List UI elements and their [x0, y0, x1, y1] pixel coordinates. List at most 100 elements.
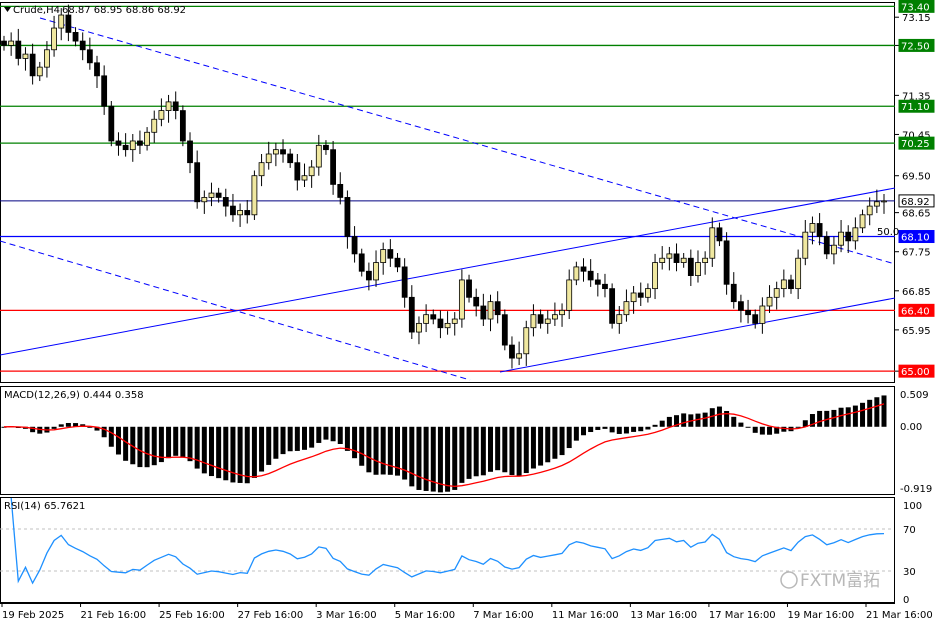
- time-tick-label: 19 Feb 2025: [2, 610, 64, 621]
- candle-body: [559, 309, 565, 316]
- macd-bar: [566, 426, 572, 449]
- macd-bar: [638, 426, 644, 432]
- candle-body: [215, 192, 222, 198]
- rsi-tick: 100: [903, 501, 922, 512]
- candle-body: [759, 305, 766, 324]
- candle-body: [408, 296, 415, 333]
- candle-body: [194, 162, 201, 203]
- level-tag-label: 73.40: [901, 2, 930, 13]
- candle-body: [280, 149, 286, 155]
- macd-tick: -0.919: [900, 484, 932, 495]
- candle-body: [387, 249, 394, 259]
- watermark-text: FXTM富拓: [800, 571, 880, 591]
- candle-body: [72, 32, 79, 42]
- candle-body: [509, 344, 515, 359]
- candle-body: [695, 262, 701, 277]
- macd-bar: [344, 426, 350, 451]
- candle-body: [394, 257, 401, 268]
- macd-bar: [867, 399, 873, 427]
- time-tick-label: 3 Mar 16:00: [316, 610, 376, 621]
- candle-body: [745, 309, 751, 316]
- macd-bar: [151, 426, 157, 466]
- macd-bar: [387, 426, 393, 475]
- macd-bar: [294, 426, 300, 451]
- price-tick-label: 69.50: [902, 172, 931, 183]
- candle-body: [602, 283, 608, 290]
- candle-body: [158, 110, 165, 120]
- symbol-label: Crude,H4: [13, 5, 60, 16]
- candle-body: [537, 314, 544, 324]
- candle-body: [44, 49, 50, 68]
- macd-bar: [1, 426, 7, 428]
- macd-bar: [538, 426, 544, 466]
- candle-body: [673, 253, 680, 263]
- macd-bar: [573, 426, 579, 441]
- macd-bar: [831, 409, 837, 427]
- triangle-down-icon[interactable]: [4, 7, 11, 12]
- macd-bar: [208, 426, 214, 477]
- macd-bar: [65, 422, 71, 427]
- macd-bar: [602, 426, 608, 429]
- candle-body: [859, 214, 866, 229]
- macd-bar: [430, 426, 436, 492]
- macd-bar: [259, 426, 265, 472]
- candle-body: [780, 279, 787, 290]
- candle-body: [222, 197, 229, 207]
- candle-body: [680, 257, 687, 263]
- candle-body: [845, 231, 852, 242]
- price-tick-label: 70.45: [902, 130, 931, 141]
- candle-body: [8, 40, 15, 46]
- candle-body: [458, 279, 465, 320]
- macd-bar: [473, 426, 479, 477]
- candle-body: [594, 279, 601, 285]
- candle-body: [287, 153, 294, 164]
- level-tag-box: [898, 230, 935, 244]
- price-pane[interactable]: 50.0 73.15 72.50 71.35 70.45 69.50 68.65 67.75…: [0, 0, 935, 383]
- candle-body: [802, 231, 809, 259]
- macd-bar: [852, 405, 858, 427]
- macd-bar: [402, 426, 408, 480]
- macd-bar: [223, 426, 229, 481]
- macd-bar: [108, 426, 114, 447]
- macd-bar: [795, 426, 801, 428]
- candle-body: [308, 166, 315, 177]
- candle-body: [652, 262, 658, 290]
- candle-body: [323, 144, 329, 151]
- candle-body: [29, 53, 36, 77]
- candle-body: [544, 318, 551, 324]
- price-tick-label: 66.85: [902, 287, 931, 298]
- candle-body: [881, 200, 887, 203]
- candle-body: [230, 205, 236, 216]
- macd-bar: [716, 406, 722, 427]
- macd-bar: [631, 426, 637, 432]
- macd-bar: [809, 414, 815, 427]
- candle-body: [251, 175, 258, 216]
- level-tag-box: [898, 136, 935, 150]
- candle-body: [709, 227, 716, 259]
- macd-bar: [745, 426, 751, 428]
- macd-bar: [502, 426, 508, 473]
- price-tick-label: 68.65: [902, 209, 931, 220]
- macd-bar: [115, 426, 121, 455]
- candle-body: [773, 288, 780, 298]
- candle-body: [816, 223, 823, 237]
- macd-histogram: [1, 395, 887, 493]
- macd-bar: [337, 426, 343, 444]
- level-tag-label: 70.25: [901, 139, 930, 150]
- candle-body: [272, 149, 279, 155]
- candle-body: [129, 140, 136, 151]
- macd-pane[interactable]: MACD(12,26,9) 0.444 0.358 0.509 0.00 -0.…: [0, 386, 933, 496]
- candle-body: [809, 223, 816, 233]
- macd-bar: [781, 426, 787, 432]
- candle-body: [380, 249, 387, 263]
- lower-channel-line: [499, 297, 896, 373]
- rsi-pane[interactable]: RSI(14) 65.7621 100 70 30 0 FXTM富拓: [0, 497, 922, 607]
- rsi-label: RSI(14) 65.7621: [4, 501, 85, 512]
- rsi-pane-frame: [0, 497, 895, 603]
- time-axis: 19 Feb 2025 21 Feb 16:00 25 Feb 16:00 27 Fe…: [0, 603, 933, 621]
- candle-body: [587, 270, 594, 281]
- macd-bar: [674, 415, 680, 427]
- macd-bar: [724, 410, 730, 427]
